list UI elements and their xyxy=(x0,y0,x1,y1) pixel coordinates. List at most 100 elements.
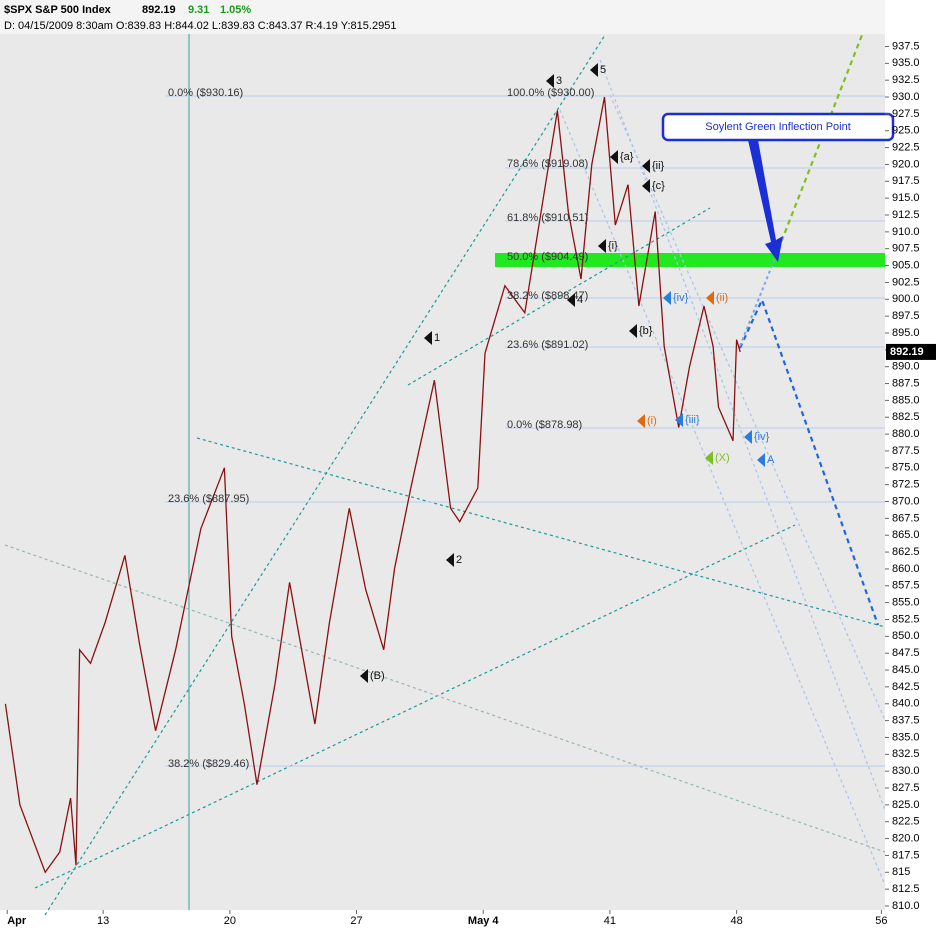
x-tick-label: 41 xyxy=(604,915,616,927)
price-line xyxy=(4,96,741,874)
trend-line xyxy=(196,437,886,628)
y-tick-label: 850.0 xyxy=(892,630,920,642)
y-tick-label: 880.0 xyxy=(892,428,920,440)
y-tick-label: 855.0 xyxy=(892,597,920,609)
y-tick-label: 922.5 xyxy=(892,142,920,154)
trend-line xyxy=(34,524,796,889)
y-tick-label: 810.0 xyxy=(892,900,920,912)
y-tick-label: 932.5 xyxy=(892,74,920,86)
y-tick-label: 840.0 xyxy=(892,698,920,710)
last-price: 892.19 xyxy=(142,4,176,16)
wave-label: 2 xyxy=(456,554,462,566)
y-tick-label: 927.5 xyxy=(892,108,920,120)
wave-label: 3 xyxy=(556,75,562,87)
fib-label: 50.0% ($904.49) xyxy=(507,251,588,263)
fib-label: 23.6% ($887.95) xyxy=(168,493,249,505)
wave-marker xyxy=(675,413,683,427)
x-tick-label: 56 xyxy=(875,915,887,927)
wave-marker xyxy=(610,150,618,164)
y-tick-label: 890.0 xyxy=(892,361,920,373)
y-tick-label: 832.5 xyxy=(892,748,920,760)
y-tick-label: 812.5 xyxy=(892,883,920,895)
wave-marker xyxy=(446,553,454,567)
fib-label: 38.2% ($898.47) xyxy=(507,290,588,302)
y-tick-label: 872.5 xyxy=(892,479,920,491)
plot-area xyxy=(0,34,885,910)
x-tick-label: 27 xyxy=(350,915,362,927)
y-tick-label: 917.5 xyxy=(892,175,920,187)
wave-marker xyxy=(590,63,598,77)
wave-marker xyxy=(642,159,650,173)
change-pct: 1.05% xyxy=(220,4,251,16)
wave-label: (B) xyxy=(370,670,385,682)
trend-line xyxy=(4,544,886,853)
wave-marker xyxy=(642,179,650,193)
y-tick-label: 907.5 xyxy=(892,243,920,255)
y-tick-label: 857.5 xyxy=(892,580,920,592)
wave-marker xyxy=(757,453,765,467)
y-tick-label: 865.0 xyxy=(892,529,920,541)
symbol: $SPX S&P 500 Index xyxy=(4,4,112,16)
y-tick-label: 910.0 xyxy=(892,226,920,238)
wave-label: {a} xyxy=(620,151,634,163)
wave-label: {b} xyxy=(639,325,653,337)
fib-label: 0.0% ($878.98) xyxy=(507,419,582,431)
y-tick-label: 847.5 xyxy=(892,647,920,659)
y-tick-label: 830.0 xyxy=(892,765,920,777)
wave-label: (i) xyxy=(647,415,657,427)
y-tick-label: 852.5 xyxy=(892,613,920,625)
x-tick-label: 20 xyxy=(224,915,236,927)
y-tick-label: 897.5 xyxy=(892,310,920,322)
wave-label: (ii) xyxy=(716,292,728,304)
fib-label: 23.6% ($891.02) xyxy=(507,339,588,351)
wave-marker xyxy=(705,451,713,465)
x-tick-label: 48 xyxy=(730,915,742,927)
y-tick-label: 845.0 xyxy=(892,664,920,676)
wave-marker xyxy=(706,291,714,305)
y-tick-label: 912.5 xyxy=(892,209,920,221)
y-tick-label: 842.5 xyxy=(892,681,920,693)
y-tick-label: 875.0 xyxy=(892,462,920,474)
x-tick-label: Apr xyxy=(7,915,27,927)
y-tick-label: 935.0 xyxy=(892,57,920,69)
trend-line xyxy=(407,207,711,386)
y-tick-label: 827.5 xyxy=(892,782,920,794)
x-tick-label: May 4 xyxy=(468,915,499,927)
projection-down xyxy=(739,297,880,626)
y-tick-label: 825.0 xyxy=(892,799,920,811)
callout-text: Soylent Green Inflection Point xyxy=(705,121,851,133)
wave-label: (X) xyxy=(715,452,730,464)
wave-label: 5 xyxy=(600,64,606,76)
wave-label: {ii} xyxy=(652,160,665,172)
wave-marker xyxy=(424,331,432,345)
wave-label: {iv} xyxy=(754,431,770,443)
wave-label: 4 xyxy=(577,294,583,306)
y-tick-label: 882.5 xyxy=(892,411,920,423)
callout-box xyxy=(661,112,895,142)
wave-marker xyxy=(546,74,554,88)
wave-marker xyxy=(567,293,575,307)
y-tick-label: 930.0 xyxy=(892,91,920,103)
y-tick-label: 905.0 xyxy=(892,259,920,271)
y-tick-label: 915.0 xyxy=(892,192,920,204)
fib-label: 38.2% ($829.46) xyxy=(168,758,249,770)
y-tick-label: 920.0 xyxy=(892,158,920,170)
projection-green xyxy=(773,34,864,259)
wave-label: 1 xyxy=(434,332,440,344)
fib-label: 0.0% ($930.16) xyxy=(168,87,243,99)
x-tick-label: 13 xyxy=(97,915,109,927)
wave-marker xyxy=(637,414,645,428)
fib-label: 61.8% ($910.51) xyxy=(507,212,588,224)
callout-arrow xyxy=(748,140,783,262)
wave-label: A xyxy=(767,454,775,466)
change: 9.31 xyxy=(188,4,209,16)
last-price-label: 892.19 xyxy=(890,346,924,358)
y-tick-label: 867.5 xyxy=(892,512,920,524)
y-tick-label: 887.5 xyxy=(892,377,920,389)
y-tick-label: 900.0 xyxy=(892,293,920,305)
fib-lines xyxy=(165,95,885,767)
y-tick-label: 925.0 xyxy=(892,125,920,137)
channel-line xyxy=(559,109,886,886)
